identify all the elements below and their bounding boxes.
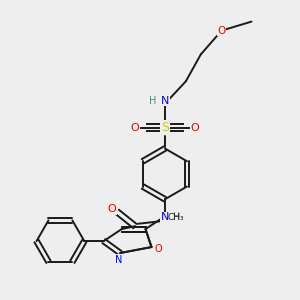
Text: O: O xyxy=(131,123,140,133)
Text: N: N xyxy=(161,212,169,222)
Text: O: O xyxy=(190,123,199,133)
Text: N: N xyxy=(161,96,169,106)
Text: H: H xyxy=(149,96,156,106)
Text: N: N xyxy=(115,255,122,265)
Text: O: O xyxy=(154,244,162,254)
Text: CH₃: CH₃ xyxy=(167,213,184,222)
Text: H: H xyxy=(172,212,180,222)
Text: O: O xyxy=(107,204,116,214)
Text: O: O xyxy=(218,26,226,36)
Text: S: S xyxy=(161,121,169,134)
